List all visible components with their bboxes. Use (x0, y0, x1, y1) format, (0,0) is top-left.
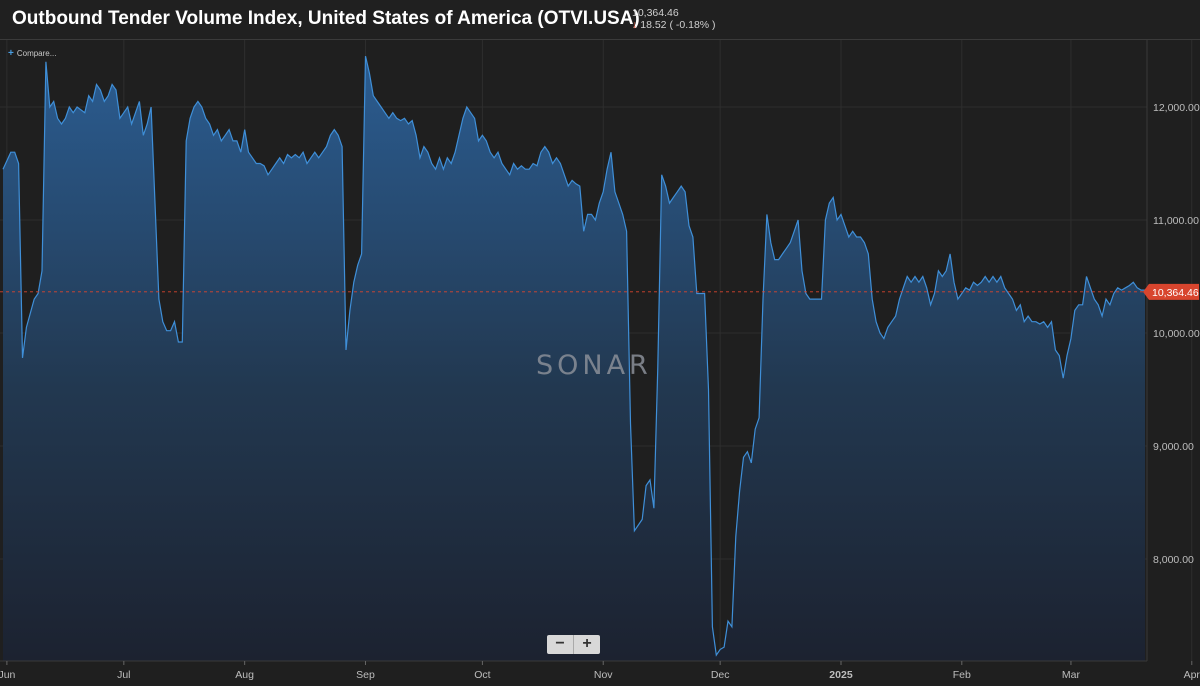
last-price-tag: 10,364.46 (1143, 283, 1199, 300)
change-text: 18.52 ( -0.18% ) (640, 19, 716, 31)
down-arrow-icon: ↓ (632, 19, 638, 31)
x-tick-label: Oct (474, 669, 490, 681)
x-tick-label: Sep (356, 669, 375, 681)
compare-label: Compare... (16, 49, 57, 58)
zoom-in-button[interactable]: + (573, 635, 600, 654)
x-tick-label: Nov (594, 669, 613, 681)
y-tick-label: 12,000.00 (1153, 102, 1200, 114)
zoom-controls: − + (547, 635, 600, 654)
x-tick-label: Mar (1062, 669, 1081, 681)
x-axis: JunJulAugSepOctNovDec2025FebMarAprMay (0, 660, 1200, 681)
x-tick-label: Dec (711, 669, 730, 681)
plus-icon: + (8, 48, 14, 59)
y-tick-label: 8,000.00 (1153, 554, 1194, 566)
x-tick-label: Jun (0, 669, 16, 681)
x-tick-label: Aug (235, 669, 254, 681)
series-area (3, 56, 1145, 662)
y-tick-label: 9,000.00 (1153, 441, 1194, 453)
y-tick-label: 11,000.00 (1153, 215, 1199, 227)
price-tag-label: 10,364.46 (1152, 287, 1199, 299)
x-tick-label: 2025 (829, 669, 853, 681)
x-tick-label: Feb (953, 669, 971, 681)
x-tick-label: Apr (1184, 669, 1200, 681)
y-axis: 8,000.00 9,000.00 10,000.00 11,000.00 12,000… (1146, 40, 1200, 661)
x-tick-label: Jul (117, 669, 130, 681)
y-tick-label: 10,000.00 (1153, 328, 1200, 340)
change-value: ↓ 18.52 ( -0.18% ) (632, 19, 716, 31)
price-tag-shape (1143, 283, 1199, 300)
zoom-out-button[interactable]: − (555, 635, 565, 652)
quote-box: 10,364.46 ↓ 18.52 ( -0.18% ) (632, 7, 716, 31)
chart-svg[interactable]: 8,000.00 9,000.00 10,000.00 11,000.00 12,000… (0, 40, 1200, 686)
chart-header: Outbound Tender Volume Index, United Sta… (0, 0, 1200, 40)
last-value: 10,364.46 (632, 7, 679, 19)
compare-button[interactable]: + Compare... (8, 48, 56, 59)
series-line (2, 55, 1145, 657)
sonar-watermark: SONAR (536, 350, 652, 381)
chart-title: Outbound Tender Volume Index, United Sta… (12, 8, 640, 29)
